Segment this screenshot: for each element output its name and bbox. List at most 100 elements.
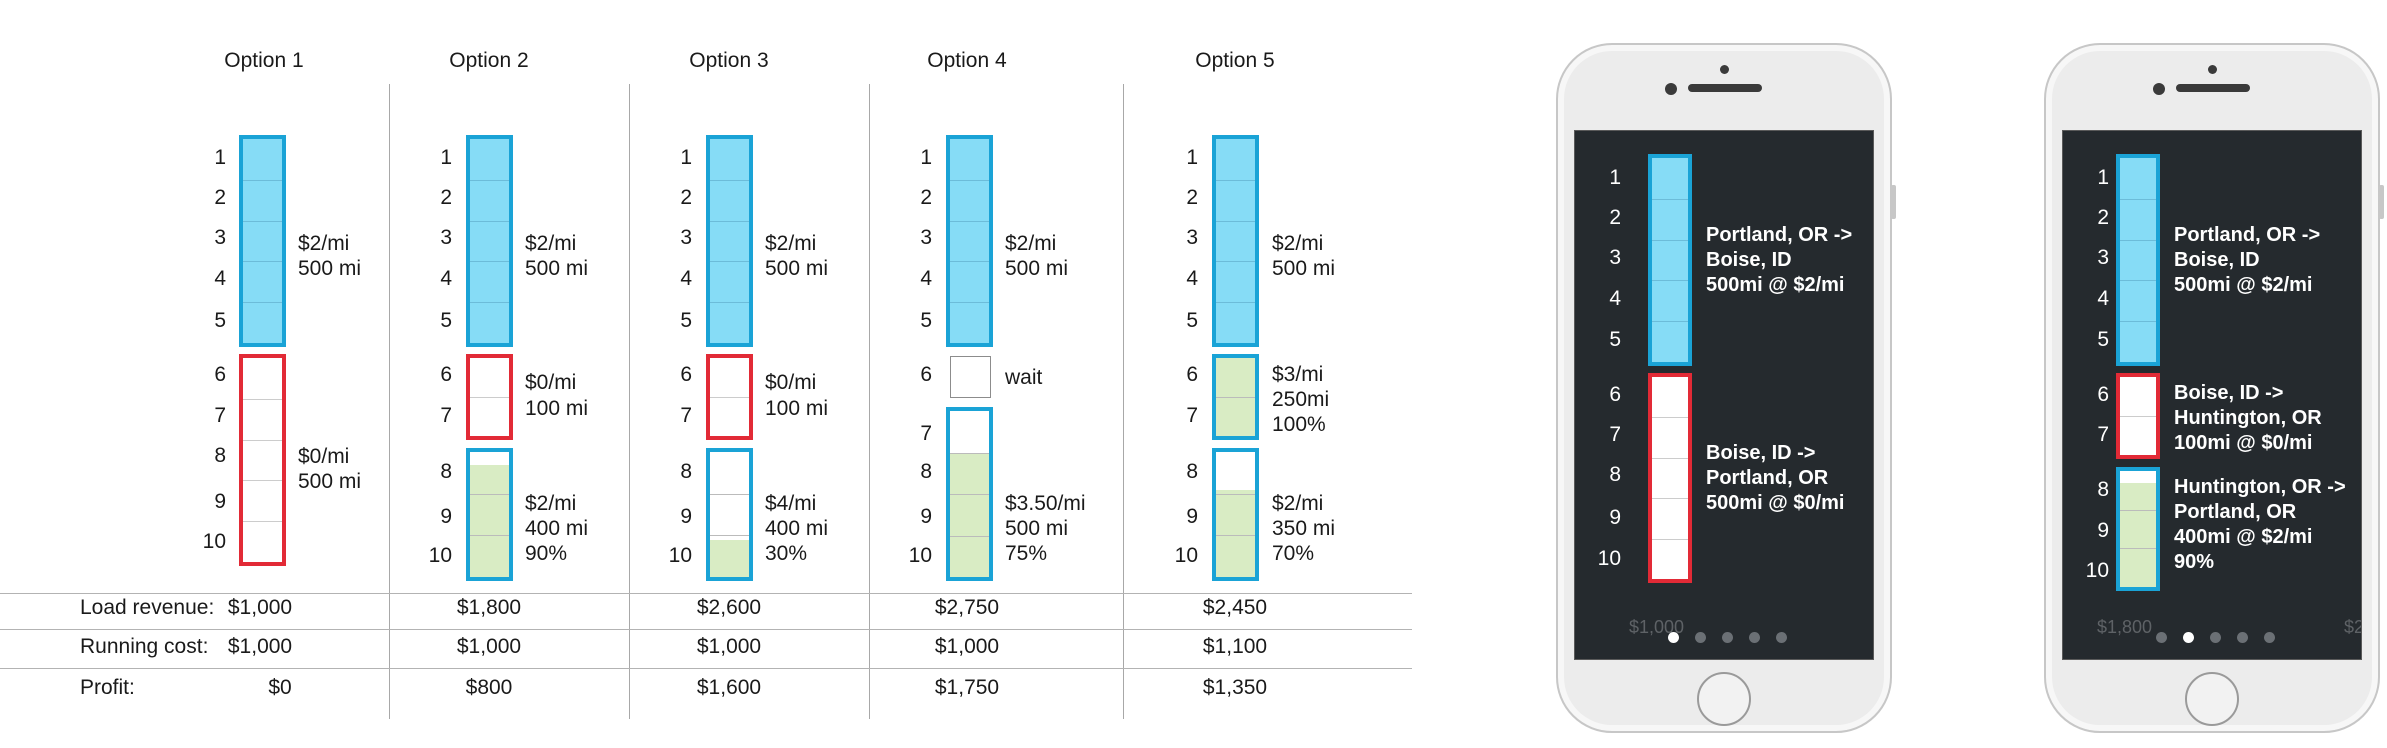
hour-label: 1 xyxy=(1609,166,1621,189)
hour-cell-divider xyxy=(243,179,282,181)
speaker-grille xyxy=(1688,84,1762,92)
option-4-header: Option 4 xyxy=(927,49,1007,72)
column-divider xyxy=(629,84,630,719)
route-detail: 500mi @ $0/mi xyxy=(1706,492,1845,514)
page-dot[interactable] xyxy=(2183,632,2194,643)
hour-cell-divider xyxy=(1216,493,1255,495)
segment-load-percent: 100% xyxy=(1272,413,1326,436)
hour-cell-divider xyxy=(243,261,282,263)
hour-label: 7 xyxy=(440,404,452,427)
hour-cell-divider xyxy=(2120,280,2156,282)
loaded-segment xyxy=(2116,154,2160,366)
camera-icon xyxy=(1665,83,1677,95)
hour-label: 6 xyxy=(2097,383,2109,406)
partial-load-segment xyxy=(466,448,513,581)
hour-cell-divider xyxy=(710,220,749,222)
hour-label: 1 xyxy=(214,146,226,169)
hour-cell-divider xyxy=(950,494,989,495)
page-dot[interactable] xyxy=(1749,632,1760,643)
hour-cell-divider xyxy=(710,302,749,304)
hour-label: 9 xyxy=(1609,506,1621,529)
hour-cell-divider xyxy=(1216,220,1255,222)
hour-cell-divider xyxy=(470,220,509,222)
table-rule xyxy=(0,593,1412,594)
segment-distance: 500 mi xyxy=(1005,257,1069,280)
hour-cell-divider xyxy=(2120,239,2156,241)
hour-label: 4 xyxy=(920,267,932,290)
table-cell: $1,000 xyxy=(934,635,1000,658)
hour-label: 2 xyxy=(680,186,692,209)
segment-rate: $2/mi xyxy=(765,232,817,255)
table-cell: $1,000 xyxy=(696,635,762,658)
page-dot[interactable] xyxy=(2156,632,2167,643)
segment-rate: $2/mi xyxy=(1272,492,1324,515)
segment-distance: 500 mi xyxy=(765,257,829,280)
speaker-grille xyxy=(2176,84,2250,92)
segment-load-percent: 30% xyxy=(765,542,808,565)
hour-label: 6 xyxy=(920,363,932,386)
hour-label: 10 xyxy=(428,544,452,567)
hour-cell-divider xyxy=(1652,538,1688,540)
hour-label: 5 xyxy=(920,309,932,332)
hour-label: 9 xyxy=(214,490,226,513)
wait-segment xyxy=(950,356,991,398)
hour-label: 2 xyxy=(920,186,932,209)
route-detail: 100mi @ $0/mi xyxy=(2174,432,2313,454)
partial-load-segment xyxy=(1212,448,1259,581)
route-load-percent: 90% xyxy=(2174,551,2215,573)
table-cell: $1,800 xyxy=(456,596,522,619)
page-dot[interactable] xyxy=(1695,632,1706,643)
hour-label: 1 xyxy=(1186,146,1198,169)
segment-distance: 500 mi xyxy=(1272,257,1336,280)
page-dot[interactable] xyxy=(1722,632,1733,643)
hour-cell-divider xyxy=(1216,397,1255,398)
hour-cell-divider xyxy=(243,302,282,304)
ghost-revenue: $1,800 xyxy=(2097,617,2153,637)
table-cell: $1,600 xyxy=(696,676,762,699)
phone-screen: 1 2 3 4 5 6 7 8 9 10 Portland, OR -> Boi… xyxy=(1574,130,1874,660)
hour-cell-divider xyxy=(950,535,989,537)
loaded-segment xyxy=(946,135,993,347)
hour-label: 6 xyxy=(1609,383,1621,406)
segment-load-percent: 90% xyxy=(525,542,568,565)
hour-label: 1 xyxy=(440,146,452,169)
option-2-header: Option 2 xyxy=(449,49,529,72)
side-button xyxy=(2379,185,2384,219)
segment-distance: 500 mi xyxy=(298,257,362,280)
route-origin: Boise, ID -> xyxy=(2174,382,2284,404)
hour-label: 2 xyxy=(2097,206,2109,229)
page-dot[interactable] xyxy=(2264,632,2275,643)
hour-cell-divider xyxy=(2120,321,2156,323)
hour-cell-divider xyxy=(710,493,749,495)
segment-rate: $0/mi xyxy=(298,445,350,468)
page-dot[interactable] xyxy=(2210,632,2221,643)
segment-rate: $0/mi xyxy=(765,371,817,394)
hour-label: 2 xyxy=(440,186,452,209)
hour-cell-divider xyxy=(1652,417,1688,419)
hour-label: 2 xyxy=(1186,186,1198,209)
table-rule xyxy=(0,668,1412,669)
hour-cell-divider xyxy=(1652,321,1688,323)
hour-cell-divider xyxy=(243,220,282,222)
hour-label: 7 xyxy=(214,404,226,427)
hour-label: 10 xyxy=(668,544,692,567)
home-button[interactable] xyxy=(1697,672,1751,726)
hour-cell-divider xyxy=(710,261,749,263)
page-dot[interactable] xyxy=(1776,632,1787,643)
home-button[interactable] xyxy=(2185,672,2239,726)
page-dot[interactable] xyxy=(2237,632,2248,643)
hour-cell-divider xyxy=(1652,498,1688,500)
segment-rate: $3.50/mi xyxy=(1005,492,1086,515)
route-origin: Portland, OR -> xyxy=(2174,224,2321,246)
route-origin: Boise, ID -> xyxy=(1706,442,1816,464)
segment-distance: 500 mi xyxy=(298,470,362,493)
page-dot[interactable] xyxy=(1668,632,1679,643)
hour-label: 4 xyxy=(1609,287,1621,310)
empty-segment xyxy=(466,354,513,440)
segment-distance: 400 mi xyxy=(525,517,589,540)
hour-cell-divider xyxy=(1216,261,1255,263)
segment-rate: $2/mi xyxy=(525,232,577,255)
hour-label: 6 xyxy=(440,363,452,386)
hour-cell-divider xyxy=(710,535,749,537)
hour-label: 2 xyxy=(214,186,226,209)
